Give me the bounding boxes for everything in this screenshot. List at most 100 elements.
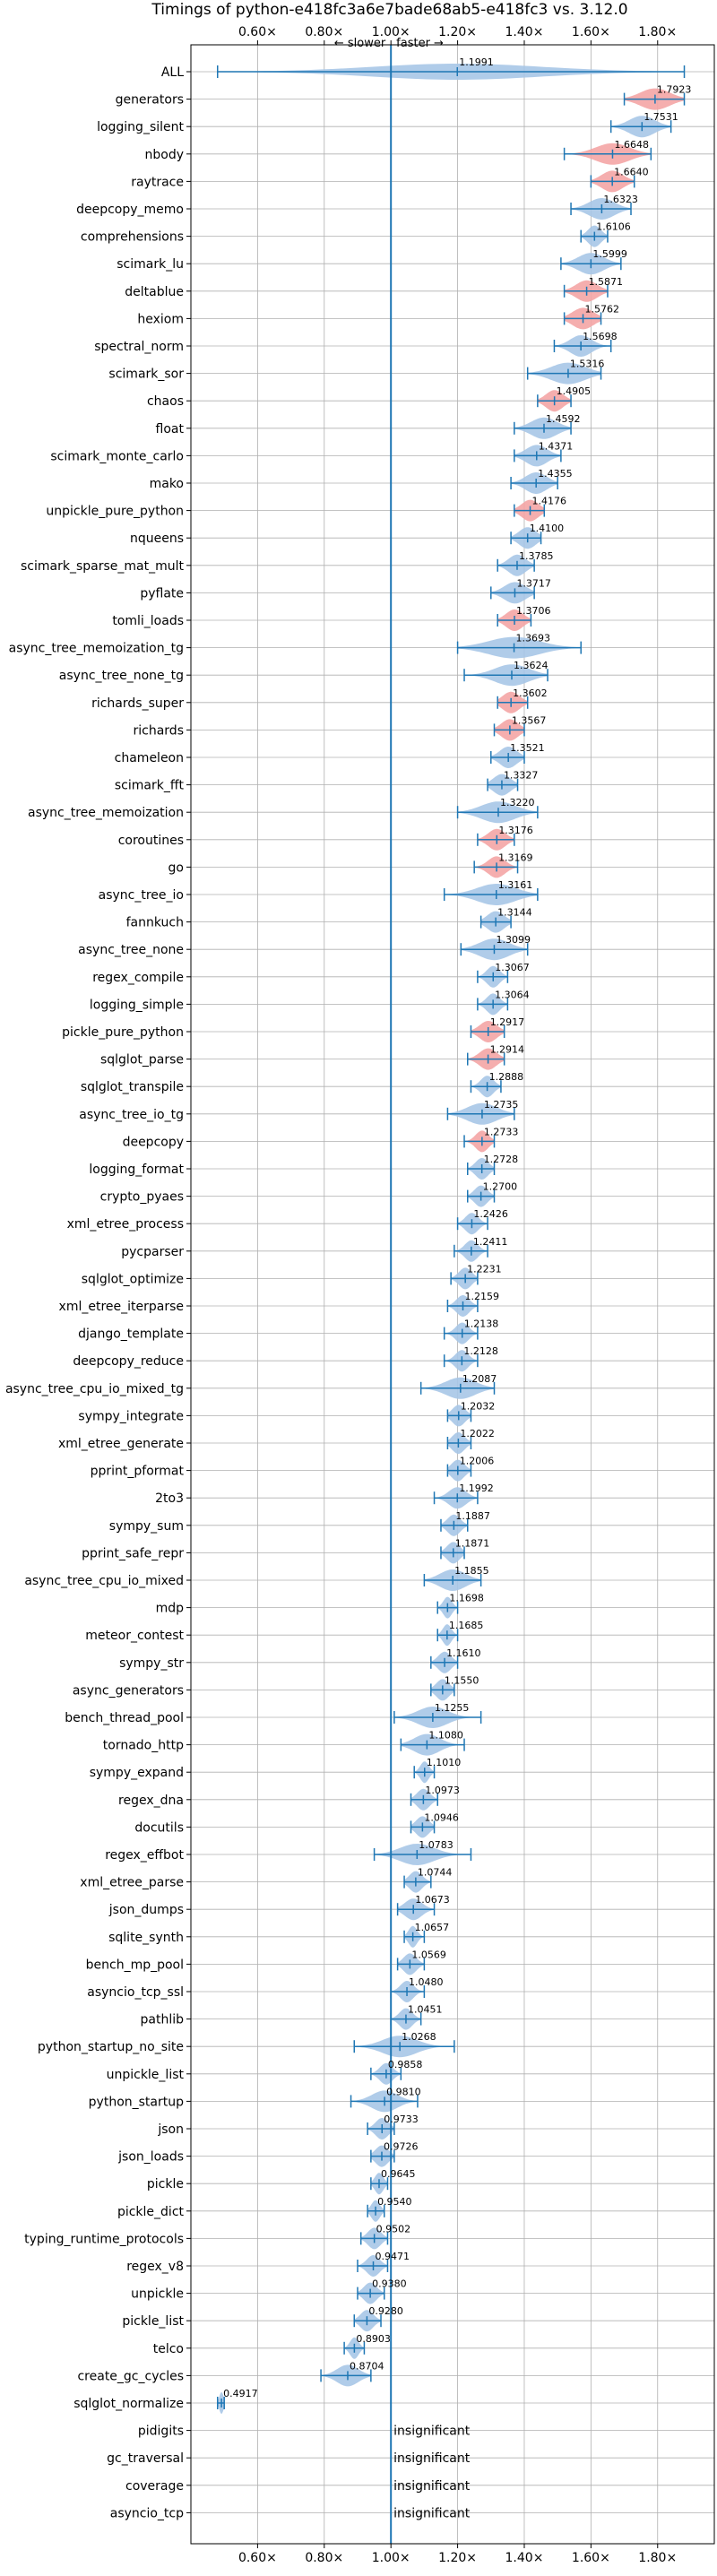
value-label: 1.4355 [538, 468, 573, 480]
benchmark-label: generators [116, 93, 184, 108]
plot-frame [190, 44, 715, 2545]
benchmark-label: logging_silent [97, 120, 184, 134]
value-label: 1.5316 [570, 359, 605, 370]
benchmark-label: async_tree_io [99, 888, 184, 903]
benchmark-label: pickle [147, 2177, 184, 2191]
benchmark-label: create_gc_cycles [77, 2369, 184, 2383]
benchmark-label: async_tree_cpu_io_mixed_tg [5, 1382, 184, 1396]
benchmark-label: richards [134, 723, 185, 738]
value-label: 0.9380 [372, 2278, 407, 2290]
benchmark-label: regex_effbot [105, 1848, 184, 1863]
value-label: 1.4176 [532, 496, 567, 507]
benchmark-label: gc_traversal [107, 2451, 184, 2466]
benchmark-label: async_tree_io_tg [79, 1108, 184, 1122]
benchmark-label: coroutines [118, 834, 184, 848]
benchmark-label: mdp [156, 1602, 185, 1616]
benchmark-label: tornado_http [103, 1739, 184, 1753]
value-label: 1.1887 [455, 1510, 490, 1522]
benchmark-label: richards_super [91, 696, 184, 711]
value-label: 1.6106 [596, 221, 631, 233]
value-label: 1.5871 [589, 276, 624, 288]
benchmark-label: async_tree_none [78, 943, 184, 957]
value-label: 0.9858 [388, 2059, 423, 2070]
value-label: 1.3067 [495, 962, 530, 973]
insignificant-label: insignificant [393, 2506, 471, 2520]
benchmark-label: logging_simple [90, 998, 184, 1012]
value-label: 0.9471 [376, 2251, 410, 2262]
benchmark-label: scimark_lu [117, 257, 184, 272]
benchmark-label: bench_mp_pool [86, 1958, 184, 1972]
benchmark-label: deepcopy_memo [76, 203, 184, 217]
benchmark-label: scimark_sparse_mat_mult [21, 559, 184, 574]
value-label: 1.3169 [498, 851, 533, 863]
x-tick-label-top: 1.40× [505, 25, 544, 39]
value-label: 1.3220 [500, 797, 535, 808]
benchmark-label: json [157, 2122, 184, 2137]
value-label: 1.2888 [489, 1071, 524, 1083]
benchmark-label: pprint_safe_repr [82, 1546, 184, 1560]
value-label: 1.2700 [483, 1181, 518, 1193]
benchmark-label: pickle_dict [117, 2205, 185, 2219]
value-label: 1.1698 [449, 1593, 483, 1604]
value-label: 1.4592 [546, 413, 581, 425]
benchmark-label: pidigits [138, 2425, 184, 2439]
benchmark-label: fannkuch [126, 916, 184, 930]
benchmark-label: xml_etree_iterparse [59, 1300, 184, 1314]
value-label: 1.2231 [467, 1263, 502, 1275]
value-label: 1.3785 [519, 550, 554, 562]
value-label: 1.0480 [409, 1976, 444, 1988]
faster-direction-label: faster → [396, 37, 444, 50]
benchmark-label: docutils [134, 1820, 184, 1835]
benchmark-label: pathlib [141, 2013, 185, 2027]
value-label: 1.3064 [495, 989, 530, 1000]
value-label: 1.5762 [585, 303, 620, 315]
x-tick-label-top: 0.60× [238, 25, 277, 39]
value-label: 1.3717 [516, 577, 551, 589]
grid-layer [186, 40, 714, 2548]
benchmark-label: regex_dna [118, 1794, 184, 1808]
benchmark-label: xml_etree_generate [58, 1437, 184, 1451]
benchmark-label: go [168, 860, 184, 875]
value-label: 0.9540 [377, 2196, 412, 2208]
value-label: 1.7531 [644, 111, 678, 123]
value-label: 1.2914 [490, 1044, 525, 1056]
value-label: 0.9733 [384, 2114, 419, 2125]
value-label: 1.3693 [516, 633, 551, 644]
value-label: 1.3176 [498, 825, 533, 836]
benchmark-label: pyflate [140, 586, 184, 601]
x-tick-label-top: 1.00× [372, 25, 410, 39]
benchmark-label: logging_format [89, 1163, 184, 1177]
benchmark-label: sqlglot_optimize [82, 1272, 184, 1286]
benchmark-label: mako [150, 477, 184, 491]
x-tick-label-bottom: 1.80× [638, 2551, 677, 2565]
value-label: 1.1992 [459, 1482, 494, 1494]
x-tick-label-bottom: 1.60× [572, 2551, 610, 2565]
value-label: 1.1080 [428, 1730, 463, 1742]
benchmark-label: meteor_contest [85, 1629, 184, 1643]
benchmark-label: crypto_pyaes [100, 1190, 184, 1205]
benchmark-label: sqlglot_transpile [81, 1080, 184, 1094]
value-label: 1.0569 [411, 1949, 446, 1960]
value-label: 1.1855 [454, 1565, 489, 1577]
benchmark-label: sqlglot_parse [100, 1053, 184, 1068]
value-label: 1.6648 [614, 139, 649, 151]
benchmark-label: unpickle_list [107, 2068, 185, 2082]
benchmark-label: async_tree_memoization_tg [9, 642, 184, 656]
value-label: 0.4917 [223, 2388, 257, 2399]
chart-title: Timings of python-e418fc3a6e7bade68ab5-e… [151, 1, 627, 19]
value-label: 1.7923 [657, 84, 692, 96]
benchmark-label: scimark_monte_carlo [50, 449, 184, 463]
value-label: 0.8903 [356, 2333, 391, 2345]
value-label: 0.9726 [384, 2141, 419, 2153]
value-label: 1.2032 [461, 1400, 496, 1412]
value-label: 1.1871 [455, 1537, 489, 1549]
benchmark-label: unpickle [131, 2287, 184, 2302]
marks-layer [217, 45, 686, 2544]
benchmark-label: python_startup [89, 2095, 184, 2109]
value-label: 1.0451 [408, 2004, 443, 2016]
benchmark-label: chaos [147, 394, 184, 409]
value-label: 1.3706 [516, 605, 551, 617]
benchmark-label: regex_compile [92, 971, 184, 985]
benchmark-label: pprint_pformat [91, 1465, 185, 1479]
